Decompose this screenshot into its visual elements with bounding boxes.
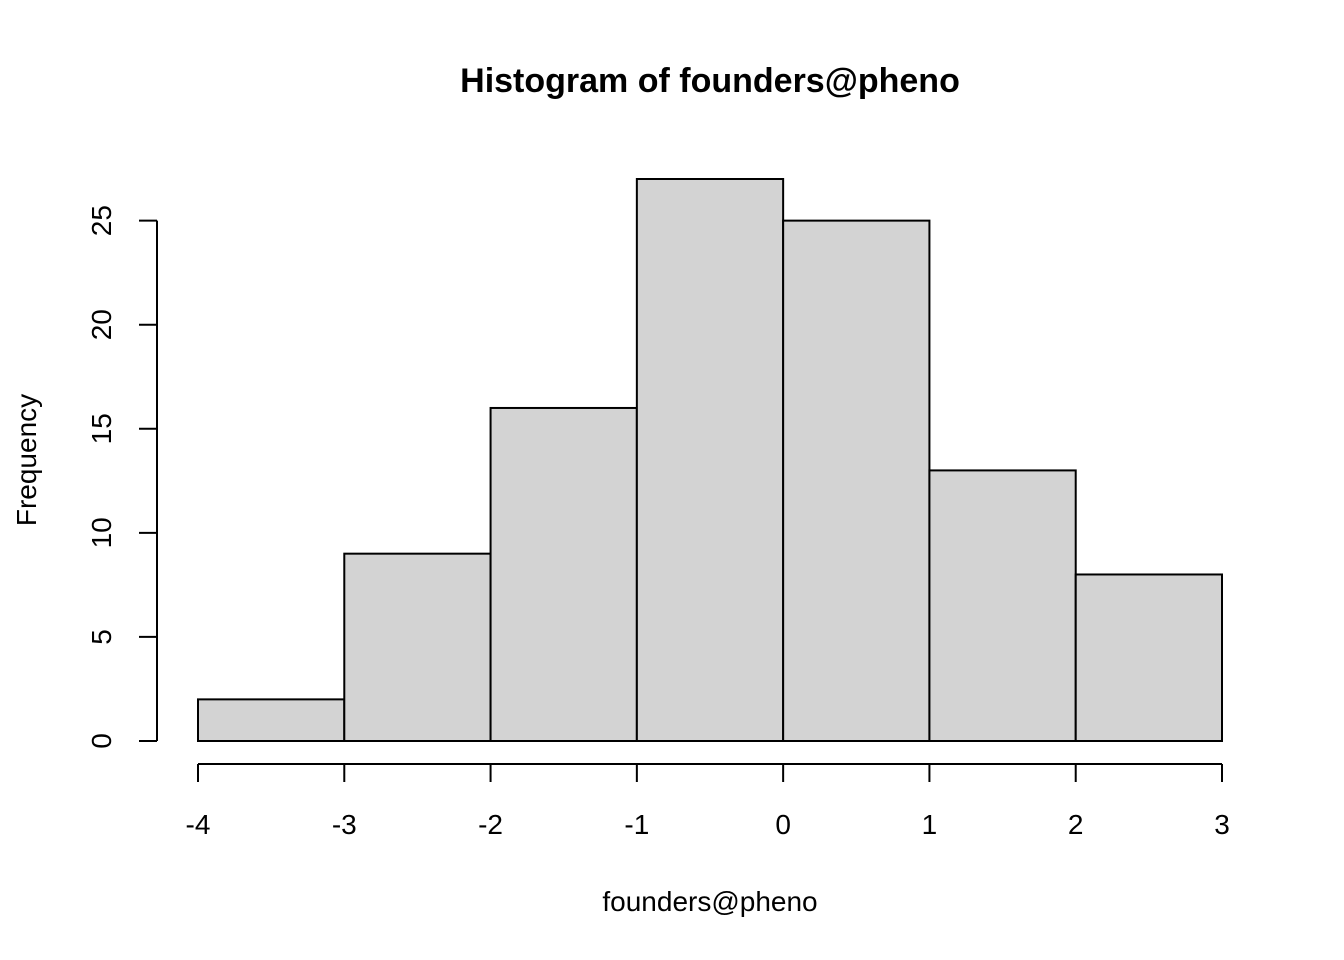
- x-tick-label: -3: [332, 809, 357, 840]
- x-tick-label: -2: [478, 809, 503, 840]
- x-axis-label: founders@pheno: [602, 886, 817, 917]
- histogram-bar: [635, 178, 785, 742]
- histogram-bar: [197, 698, 346, 742]
- chart-title: Histogram of founders@pheno: [460, 62, 960, 100]
- bars-group: [197, 178, 1223, 743]
- x-tick-label: 3: [1214, 809, 1230, 840]
- histogram-bar: [343, 552, 492, 743]
- y-tick-label: 5: [86, 629, 117, 645]
- x-tick-label: -4: [186, 809, 211, 840]
- histogram-bar: [782, 219, 931, 742]
- histogram-bar: [489, 406, 638, 742]
- x-tick-label: -1: [624, 809, 649, 840]
- x-axis: -4 -3 -2 -1 0 1 2 3: [186, 763, 1230, 840]
- y-axis-label: Frequency: [11, 394, 42, 526]
- y-tick-label: 15: [86, 413, 117, 444]
- x-tick-label: 1: [922, 809, 938, 840]
- y-tick-label: 10: [86, 517, 117, 548]
- y-tick-label: 0: [86, 733, 117, 749]
- y-axis: 0 5 10 15 20 25: [86, 205, 158, 749]
- histogram-bar: [928, 469, 1077, 742]
- y-tick-label: 20: [86, 309, 117, 340]
- histogram-bar: [1074, 573, 1223, 743]
- x-tick-label: 2: [1068, 809, 1084, 840]
- y-tick-label: 25: [86, 205, 117, 236]
- x-tick-label: 0: [775, 809, 791, 840]
